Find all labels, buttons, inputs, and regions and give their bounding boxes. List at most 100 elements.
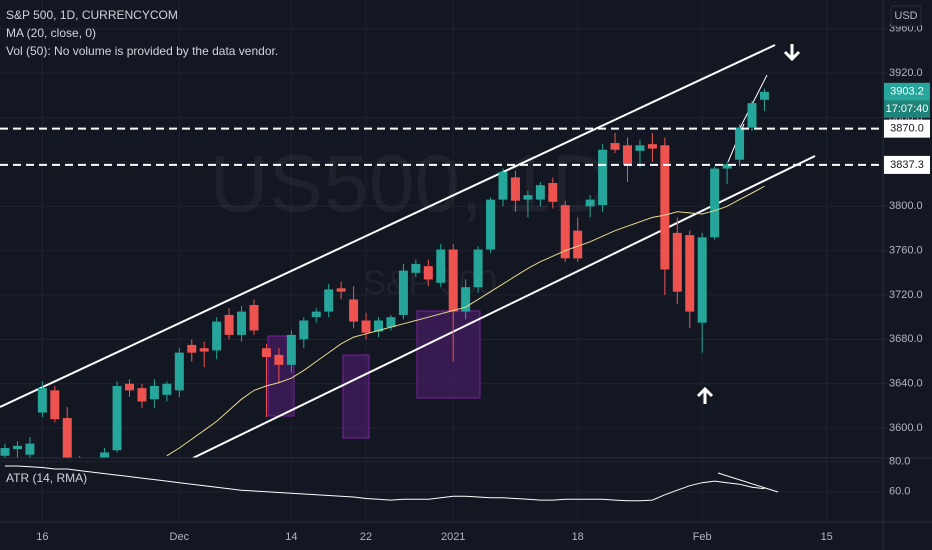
candle-body [137, 388, 147, 402]
candle-body [510, 177, 520, 201]
candle-body [50, 390, 60, 420]
y-tick-label: 3600.0 [889, 422, 923, 434]
y-tick-label: 3720.0 [889, 289, 923, 301]
y-tick-label: 3800.0 [889, 200, 923, 212]
candle-body [125, 383, 134, 391]
atr-legend: ATR (14, RMA) [6, 471, 87, 485]
ma-legend: MA (20, close, 0) [6, 26, 96, 40]
candle-body [249, 304, 259, 331]
y-tick-label: 3640.0 [889, 378, 923, 390]
y-tick-label: 3760.0 [889, 245, 923, 257]
candle-body [461, 287, 471, 312]
candle-body [374, 320, 383, 332]
candle-body [523, 195, 533, 200]
candle-body [486, 199, 496, 250]
candle-body [672, 232, 682, 292]
candle-body [436, 249, 446, 283]
level-label: 3837.3 [890, 159, 924, 171]
candle-body [162, 383, 172, 395]
candle-body [423, 266, 433, 280]
candle-body [386, 317, 396, 328]
atr-tick-label: 60.0 [889, 486, 910, 498]
level-label-box [884, 119, 930, 138]
volume-note: Vol (50): No volume is provided by the d… [6, 44, 278, 58]
atr-pane [5, 465, 779, 502]
candle-body [174, 352, 184, 391]
box [342, 354, 370, 439]
arrow-up [696, 386, 714, 404]
candle-body [685, 235, 695, 312]
level-label: 3870.0 [890, 123, 924, 135]
candle-body [336, 288, 346, 292]
countdown-box [884, 100, 930, 118]
box [416, 310, 481, 399]
candle-body [0, 448, 10, 456]
y-tick-label: 3920.0 [889, 67, 923, 79]
candle-body [311, 311, 321, 318]
candle-body [473, 249, 483, 288]
ma-line [166, 185, 765, 457]
candle-body [535, 185, 545, 200]
last-price-box [884, 82, 930, 101]
x-tick-label: 14 [285, 531, 297, 543]
candle-body [62, 418, 72, 458]
candle-body [212, 321, 222, 351]
candle-body [560, 205, 570, 259]
candle-body [237, 311, 247, 335]
candle-body [286, 334, 296, 365]
candle-body [274, 354, 284, 365]
candle-body [498, 171, 508, 200]
trend-line [0, 44, 776, 408]
candle-body [548, 182, 558, 202]
x-tick-label: 22 [360, 531, 372, 543]
x-tick-label: 18 [572, 531, 584, 543]
candle-body [12, 445, 22, 450]
candle-body [398, 270, 408, 315]
candle-body [735, 127, 745, 160]
x-tick-label: 2021 [441, 531, 465, 543]
candle-body [623, 145, 632, 166]
candle-body [361, 320, 371, 333]
candle-body [660, 145, 670, 270]
candle-body [573, 230, 583, 259]
candle-body [647, 144, 657, 149]
x-tick-label: 16 [36, 531, 48, 543]
candle-body [25, 443, 35, 455]
arrow-down [783, 44, 801, 62]
candle-body [100, 452, 110, 458]
y-tick-label: 3680.0 [889, 333, 923, 345]
candle-body [598, 149, 608, 206]
currency: USD [894, 10, 917, 22]
atr-tick-label: 80.0 [889, 455, 910, 467]
candle-body [149, 385, 159, 400]
candle-body [199, 348, 209, 352]
trend-line [739, 74, 768, 129]
atr-line [5, 465, 765, 502]
candle-body [37, 388, 47, 413]
candle-body [349, 299, 359, 322]
candle-body [448, 249, 458, 312]
countdown: 17:07:40 [886, 103, 929, 115]
x-tick-label: Feb [693, 531, 712, 543]
candle-body [585, 199, 595, 207]
level-label-box [884, 155, 930, 174]
candle-body [747, 103, 757, 128]
candle-body [112, 385, 122, 451]
currency-box [890, 5, 922, 27]
candle-body [261, 348, 271, 358]
candle-body [324, 289, 334, 312]
candle-body [722, 164, 732, 169]
axes: 3600.03640.03680.03720.03760.03800.03840… [36, 23, 930, 543]
price-pane [0, 88, 883, 458]
last-price-label: 3903.2 [890, 86, 924, 98]
candle-body [759, 91, 769, 100]
candle-body [635, 145, 645, 151]
candle-body [710, 168, 720, 238]
drawings [0, 44, 816, 458]
candle-body [224, 314, 234, 335]
candle-body [610, 143, 620, 150]
candle-body [187, 344, 197, 353]
chart-title: S&P 500, 1D, CURRENCYCOM [6, 8, 178, 22]
candle-body [697, 237, 707, 323]
